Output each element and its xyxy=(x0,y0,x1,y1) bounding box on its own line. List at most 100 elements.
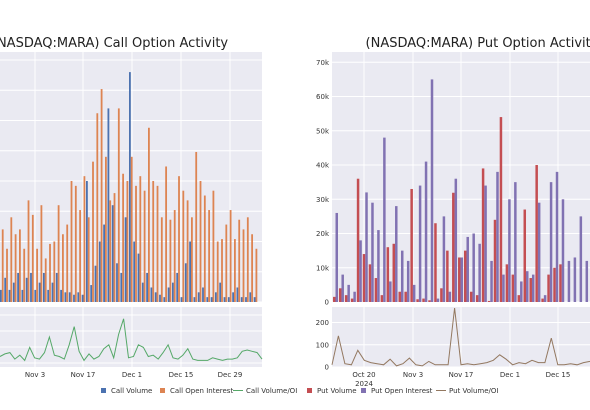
call-volume-bar xyxy=(137,253,140,302)
put-open-interest-bar xyxy=(502,274,505,302)
put-volume-bar xyxy=(535,165,538,302)
call-volume-bar xyxy=(167,287,170,302)
call-volume-bar xyxy=(180,297,183,302)
put-open-interest-bar xyxy=(478,243,481,302)
put-open-interest-bar xyxy=(436,298,440,302)
put-open-interest-bar xyxy=(335,212,339,302)
call-volume-bar xyxy=(150,287,153,302)
call-volume-bar xyxy=(202,287,204,302)
put-volume-bar xyxy=(440,288,443,302)
put-open-interest-bar xyxy=(424,161,428,302)
call-open-interest-bar xyxy=(182,190,185,302)
put-volume-bar xyxy=(469,291,473,302)
call-open-interest-bar xyxy=(31,214,34,302)
call-open-interest-bar xyxy=(169,219,172,302)
put-volume-bar xyxy=(350,298,354,302)
put-x-tick-label: Oct 20 xyxy=(352,371,375,379)
call-volume-bar xyxy=(94,265,97,302)
call-volume-bar xyxy=(60,289,63,302)
call-volume-bar xyxy=(86,181,88,302)
put-open-interest-bar xyxy=(579,216,583,302)
call-open-interest-bar xyxy=(74,185,77,302)
call-volume-bar xyxy=(73,294,75,302)
call-volume-bar xyxy=(154,292,157,302)
call-open-interest-bar xyxy=(225,224,228,302)
call-volume-bar xyxy=(30,272,32,302)
put-volume-bar xyxy=(392,243,396,302)
put-open-interest-bar xyxy=(514,182,517,302)
call-volume-oi-line xyxy=(0,318,263,362)
put-open-interest-bar xyxy=(585,260,589,302)
call-open-interest-bar xyxy=(57,205,60,302)
legend-label: Call Volume/OI xyxy=(246,387,297,395)
call-open-interest-bar xyxy=(135,185,137,302)
put-open-interest-bar xyxy=(573,257,577,302)
put-y-tick-label: 30k xyxy=(316,196,330,204)
call-volume-bar xyxy=(159,294,161,302)
put-volume-bar xyxy=(493,219,497,302)
call-volume-bar xyxy=(55,272,58,302)
call-open-interest-bar xyxy=(251,234,254,302)
put-y-tick-label: 0 xyxy=(325,299,329,307)
put-y-tick-label: 40k xyxy=(316,162,330,170)
call-volume-bar xyxy=(81,294,84,302)
call-volume-bar xyxy=(227,297,230,302)
call-volume-bar xyxy=(34,289,37,302)
put-volume-bar xyxy=(344,295,348,302)
put-open-interest-bar xyxy=(442,216,446,302)
put-open-interest-bar xyxy=(537,202,541,302)
call-volume-bar xyxy=(111,205,114,302)
put-open-interest-bar xyxy=(418,185,422,302)
put-volume-bar xyxy=(452,192,455,302)
call-volume-bar xyxy=(17,272,20,302)
put-x-tick-label: Dec 1 xyxy=(500,371,520,379)
call-volume-bar xyxy=(25,277,28,302)
call-open-interest-bar xyxy=(19,229,21,302)
put-chart-title: (NASDAQ:MARA) Put Option Activity xyxy=(366,36,590,51)
put-volume-bar xyxy=(422,298,425,302)
put-volume-bar xyxy=(362,254,366,302)
put-volume-bar xyxy=(404,291,407,302)
legend-label: Call Open Interest xyxy=(170,387,233,395)
call-open-interest-bar xyxy=(186,200,189,302)
call-volume-bar xyxy=(8,289,11,302)
legend-swatch xyxy=(307,388,312,393)
call-volume-bar xyxy=(146,272,149,302)
put-open-interest-bar xyxy=(549,182,553,302)
call-volume-bar xyxy=(253,297,256,302)
put-open-interest-bar xyxy=(484,185,487,302)
put-open-interest-bar xyxy=(543,295,547,302)
put-volume-bar xyxy=(499,117,503,302)
put-open-interest-bar xyxy=(561,199,565,302)
call-volume-bar xyxy=(176,272,179,302)
put-volume-bar xyxy=(356,178,360,302)
call-volume-bar xyxy=(219,282,222,302)
put-open-interest-bar xyxy=(555,171,559,302)
call-open-interest-bar xyxy=(255,248,258,302)
put-volume-bar xyxy=(559,264,562,302)
call-volume-bar xyxy=(38,282,41,302)
put-ratio-y-tick-label: 100 xyxy=(316,341,329,349)
put-volume-bar xyxy=(410,188,413,302)
call-volume-bar xyxy=(215,292,217,302)
call-open-interest-bar xyxy=(1,229,4,302)
call-open-interest-bar xyxy=(36,248,39,302)
put-open-interest-bar xyxy=(567,260,571,302)
call-x-tick-label: Dec 29 xyxy=(218,371,243,379)
call-volume-bar xyxy=(236,287,239,302)
call-volume-bar xyxy=(98,241,101,302)
put-open-interest-bar xyxy=(531,274,535,302)
call-open-interest-bar xyxy=(221,239,223,302)
legend-swatch xyxy=(101,388,106,393)
call-open-interest-bar xyxy=(199,181,202,302)
put-open-interest-bar xyxy=(496,171,499,302)
put-open-interest-bar xyxy=(466,236,469,302)
call-volume-bar xyxy=(240,297,243,302)
call-open-interest-bar xyxy=(216,241,219,302)
put-volume-bar xyxy=(547,274,550,302)
put-open-interest-bar xyxy=(520,281,523,302)
put-open-interest-bar xyxy=(371,202,374,302)
put-ratio-y-tick-label: 0 xyxy=(325,364,329,372)
put-open-interest-bar xyxy=(395,206,398,302)
legend-label: Put Volume xyxy=(317,387,357,395)
